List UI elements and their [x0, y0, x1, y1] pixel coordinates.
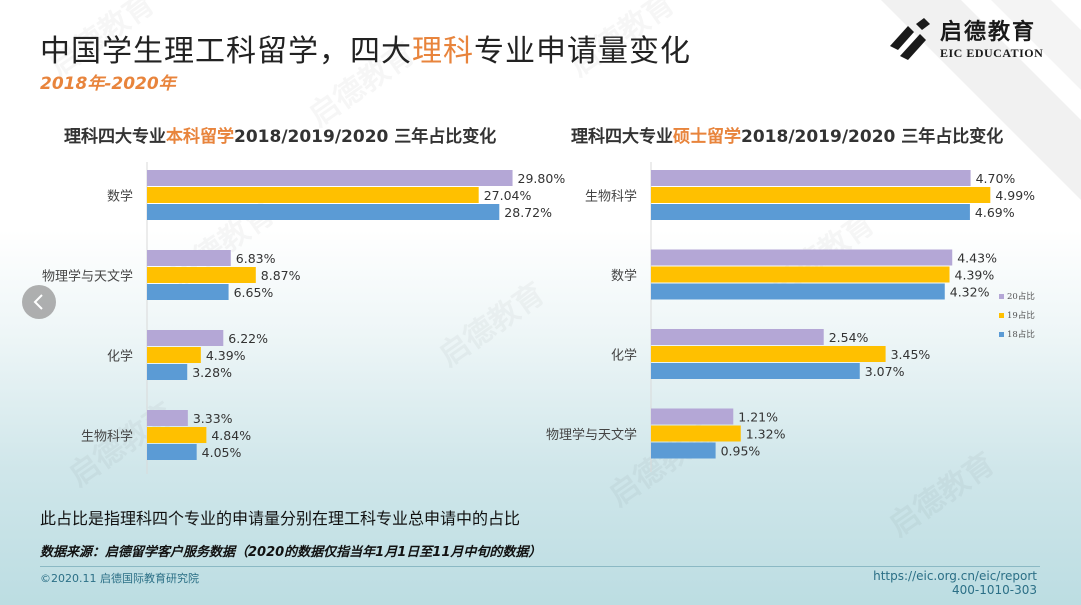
- value-label: 27.04%: [484, 188, 532, 203]
- value-label: 4.70%: [976, 171, 1016, 186]
- bar-18占比: [651, 283, 945, 300]
- master-bar-chart: 生物科学 4.70% 4.99% 4.69% 数学 4.43% 4.39% 4.32% 化学 2.…: [546, 162, 1035, 472]
- bar-19占比: [651, 346, 886, 362]
- bar-19占比: [651, 187, 991, 203]
- category-label: 物理学与天文学: [546, 427, 637, 443]
- bar-18占比: [651, 204, 970, 220]
- value-label: 4.84%: [211, 428, 251, 443]
- report-url[interactable]: https://eic.org.cn/eic/report: [873, 569, 1037, 583]
- chart-title-prefix: 理科四大专业: [571, 127, 673, 147]
- value-label: 4.43%: [957, 251, 997, 266]
- category-label: 生物科学: [585, 189, 637, 205]
- copyright: ©2020.11 启德国际教育研究院: [40, 572, 199, 585]
- category-label: 数学: [107, 189, 133, 205]
- value-label: 4.39%: [955, 268, 995, 283]
- bar-20占比: [147, 250, 231, 266]
- legend-swatch: [999, 332, 1004, 337]
- bar-18占比: [147, 364, 188, 380]
- chevron-left-icon: [33, 294, 43, 310]
- chart-title-master: 理科四大专业硕士留学2018/2019/2020 三年占比变化: [571, 122, 1003, 147]
- value-label: 4.32%: [950, 285, 990, 300]
- chart-title-highlight: 本科留学: [166, 127, 234, 147]
- value-label: 29.80%: [518, 171, 566, 186]
- bar-18占比: [147, 444, 197, 460]
- page-title: 中国学生理工科留学，四大理科专业申请量变化: [40, 26, 691, 70]
- value-label: 4.05%: [202, 445, 242, 460]
- value-label: 28.72%: [504, 205, 552, 220]
- eic-logo: 启德教育 EIC EDUCATION: [886, 14, 1056, 66]
- bar-19占比: [147, 427, 207, 443]
- footnote: 此占比是指理科四个专业的申请量分别在理工科专业总申请中的占比: [40, 509, 521, 528]
- value-label: 8.87%: [261, 268, 301, 283]
- bar-18占比: [147, 204, 500, 220]
- value-label: 4.69%: [975, 205, 1015, 220]
- report-contact: https://eic.org.cn/eic/report 400-1010-3…: [873, 569, 1037, 597]
- bar-18占比: [651, 363, 860, 379]
- value-label: 3.45%: [891, 347, 931, 362]
- phone-number: 400-1010-303: [951, 583, 1037, 597]
- value-label: 2.54%: [829, 330, 869, 345]
- bar-20占比: [651, 408, 734, 425]
- bar-19占比: [147, 187, 479, 203]
- category-label: 化学: [107, 349, 133, 365]
- legend-swatch: [999, 313, 1004, 318]
- value-label: 3.33%: [193, 411, 233, 426]
- value-label: 6.83%: [236, 251, 276, 266]
- category-label: 生物科学: [81, 429, 133, 445]
- legend-swatch: [999, 294, 1004, 299]
- legend-label: 19占比: [1007, 310, 1035, 321]
- undergrad-bar-chart: 数学 29.80% 27.04% 28.72% 物理学与天文学 6.83% 8.87% 6.6…: [42, 162, 565, 474]
- title-part1: 中国学生理工科留学，四大: [40, 34, 412, 69]
- title-part2: 专业申请量变化: [474, 34, 691, 69]
- chart-title-highlight: 硕士留学: [673, 127, 741, 147]
- bar-18占比: [147, 284, 229, 300]
- value-label: 1.32%: [746, 427, 786, 442]
- category-label: 物理学与天文学: [42, 269, 133, 285]
- legend-label: 20占比: [1007, 291, 1035, 302]
- chart-title-suffix: 2018/2019/2020 三年占比变化: [741, 127, 1004, 147]
- back-button[interactable]: [22, 285, 56, 319]
- value-label: 4.99%: [995, 188, 1035, 203]
- bar-19占比: [651, 266, 950, 283]
- category-label: 数学: [611, 268, 637, 284]
- value-label: 6.65%: [234, 285, 274, 300]
- value-label: 6.22%: [228, 331, 268, 346]
- bar-20占比: [651, 329, 824, 345]
- bar-20占比: [147, 410, 188, 426]
- bar-19占比: [147, 267, 256, 283]
- eic-logo-icon: [890, 18, 930, 60]
- bar-20占比: [651, 249, 953, 266]
- value-label: 4.39%: [206, 348, 246, 363]
- value-label: 1.21%: [738, 410, 778, 425]
- chart-title-undergrad: 理科四大专业本科留学2018/2019/2020 三年占比变化: [64, 122, 496, 147]
- bar-20占比: [147, 330, 224, 346]
- value-label: 3.28%: [192, 365, 232, 380]
- title-highlight: 理科: [412, 34, 474, 69]
- bar-19占比: [651, 425, 741, 442]
- data-source: 数据来源：启德留学客户服务数据（2020的数据仅指当年1月1日至11月中旬的数据…: [40, 545, 542, 560]
- value-label: 3.07%: [865, 364, 905, 379]
- category-label: 化学: [611, 348, 637, 364]
- bar-20占比: [651, 170, 971, 186]
- chart-title-prefix: 理科四大专业: [64, 127, 166, 147]
- chart-title-suffix: 2018/2019/2020 三年占比变化: [234, 127, 497, 147]
- logo-cn-text: 启德教育: [940, 19, 1037, 45]
- bar-18占比: [651, 442, 716, 459]
- value-label: 0.95%: [721, 444, 761, 459]
- logo-en-text: EIC EDUCATION: [940, 45, 1044, 60]
- legend-label: 18占比: [1007, 329, 1035, 340]
- footer-divider: [40, 566, 1040, 567]
- page-subtitle: 2018年-2020年: [40, 74, 176, 94]
- bar-20占比: [147, 170, 513, 186]
- bar-19占比: [147, 347, 201, 363]
